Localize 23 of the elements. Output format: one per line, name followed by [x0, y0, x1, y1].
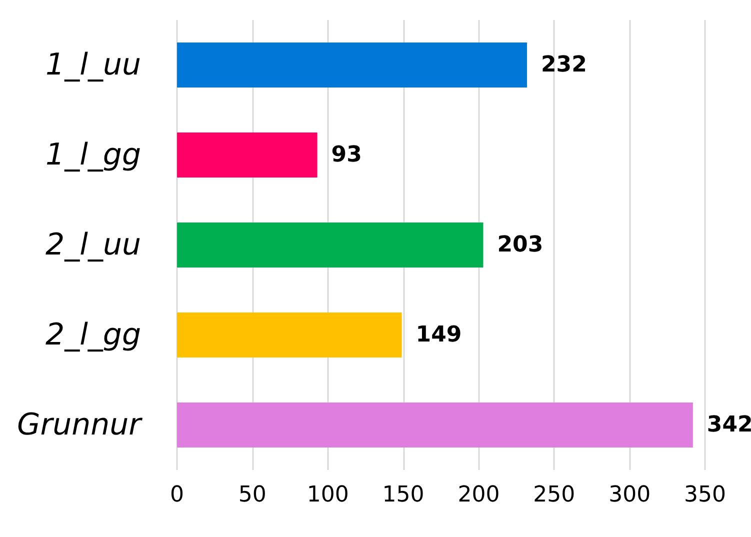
y-tick-label: 1_l_gg: [45, 138, 141, 172]
bar: [177, 222, 484, 268]
data-label: 342: [706, 412, 751, 438]
x-tick-label: 100: [306, 482, 349, 508]
x-tick-label: 250: [533, 482, 576, 508]
x-tick-label: 300: [608, 482, 651, 508]
x-tick-label: 350: [684, 482, 726, 508]
data-label: 232: [540, 52, 587, 78]
x-tick-label: 200: [458, 482, 500, 508]
data-label: 93: [331, 142, 362, 168]
bar: [177, 312, 402, 358]
y-tick-label: 1_l_uu: [46, 48, 141, 82]
y-tick-label: 2_l_uu: [46, 228, 141, 262]
bar: [177, 42, 527, 88]
data-label: 149: [416, 322, 462, 348]
x-tick-label: 50: [238, 482, 266, 508]
x-tick-label: 150: [382, 482, 424, 508]
bar: [177, 402, 693, 448]
y-tick-label: Grunnur: [17, 408, 143, 442]
x-tick-label: 0: [170, 482, 184, 508]
data-label: 203: [497, 232, 544, 258]
bar: [177, 132, 318, 178]
y-tick-label: 2_l_gg: [45, 318, 141, 352]
